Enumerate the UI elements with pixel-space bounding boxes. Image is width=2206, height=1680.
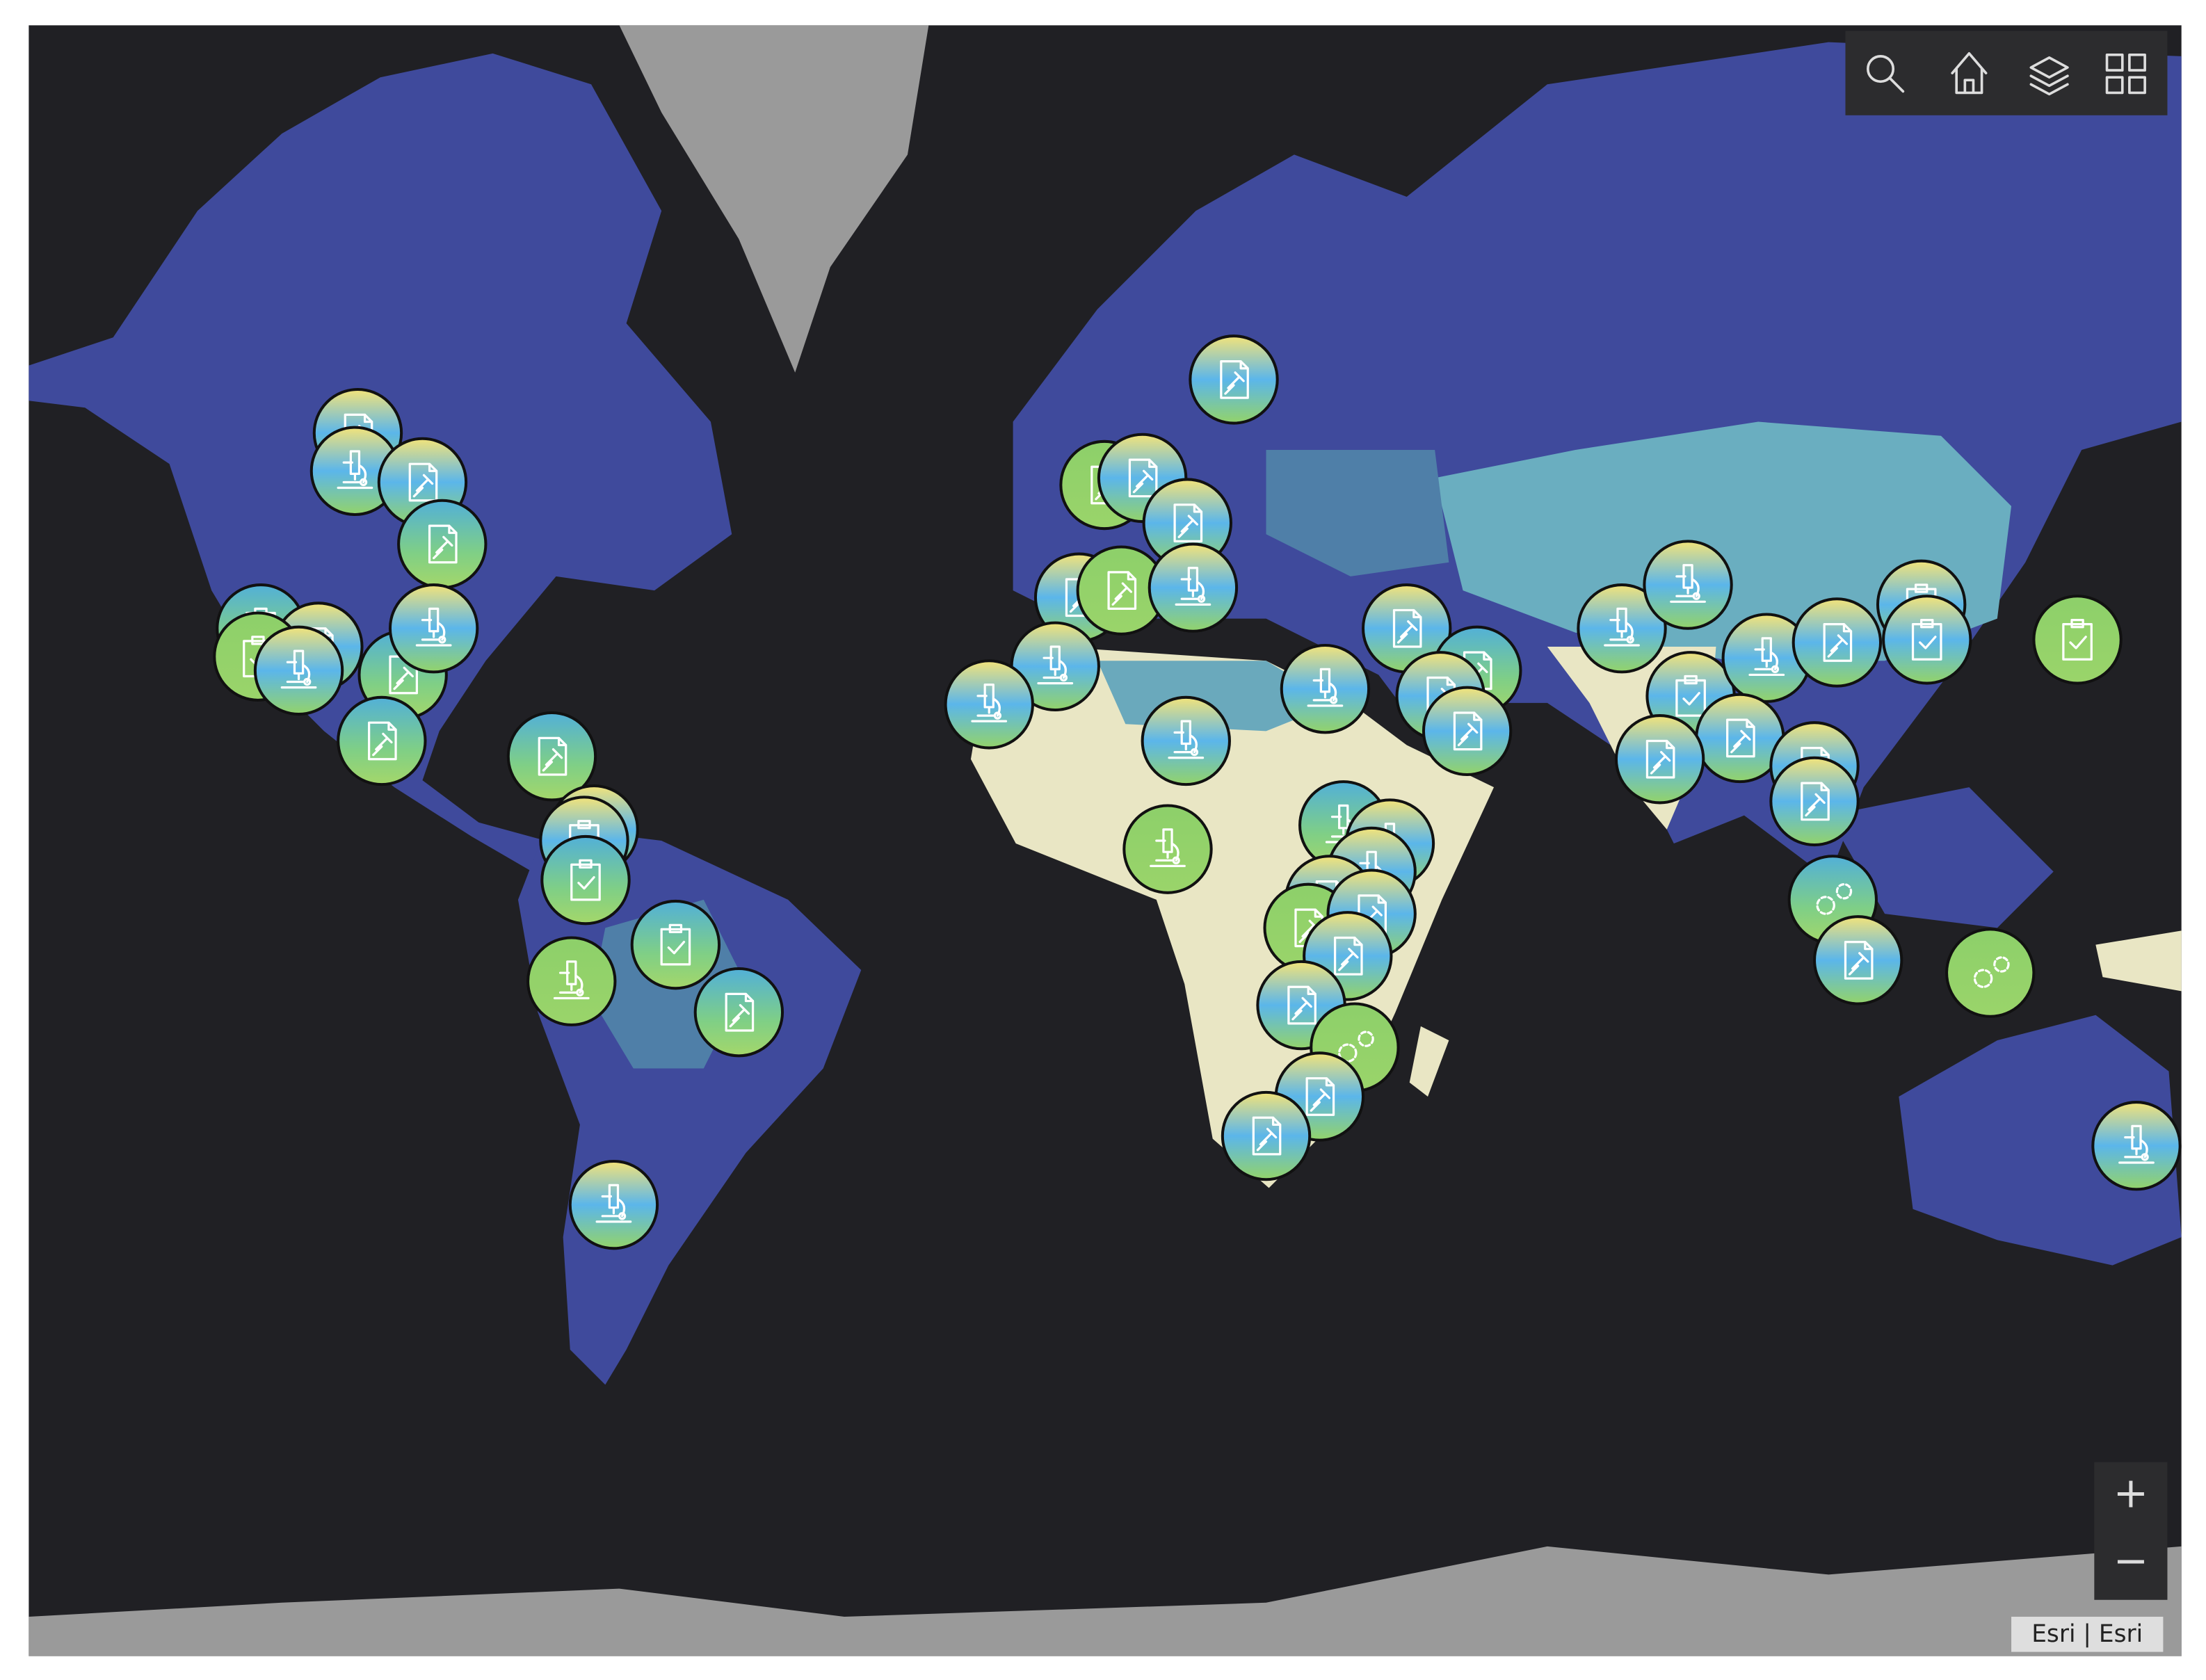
map-marker[interactable] (337, 695, 427, 786)
marker-circle (506, 711, 597, 802)
map-marker[interactable] (1792, 597, 1883, 688)
marker-circle (1221, 1090, 1312, 1181)
marker-circle (337, 695, 427, 786)
map-marker[interactable] (568, 1159, 659, 1250)
marker-circle (1141, 695, 1231, 786)
toolbar (1845, 31, 2168, 115)
map-marker[interactable] (1422, 686, 1513, 777)
map-marker[interactable] (1122, 804, 1213, 894)
map-marker[interactable] (540, 834, 631, 926)
marker-circle (1280, 643, 1371, 734)
basemap-button[interactable] (2105, 54, 2146, 95)
marker-circle (1792, 597, 1883, 688)
marker-circle (1148, 542, 1239, 633)
map-marker[interactable] (693, 967, 784, 1058)
map-marker[interactable] (1189, 334, 1279, 425)
map-marker[interactable] (526, 936, 617, 1026)
map-marker[interactable] (1577, 583, 1667, 674)
marker-circle (2032, 595, 2123, 685)
antarctica (29, 1546, 2182, 1656)
marker-circle (1577, 583, 1667, 674)
marker-circle (693, 967, 784, 1058)
search-button[interactable] (1867, 55, 1905, 93)
marker-layer (213, 334, 2182, 1250)
map-marker[interactable] (2091, 1101, 2182, 1191)
map-marker[interactable] (1221, 1090, 1312, 1181)
marker-circle (1122, 804, 1213, 894)
marker-circle (568, 1159, 659, 1250)
map-marker[interactable] (1614, 714, 1705, 805)
madagascar (1409, 1026, 1449, 1097)
map-marker[interactable] (253, 625, 344, 716)
new-guinea (2095, 930, 2182, 992)
marker-circle (1614, 714, 1705, 805)
map-marker[interactable] (1148, 542, 1239, 633)
zoom-out[interactable]: − (2113, 1537, 2148, 1585)
map-marker[interactable] (1945, 928, 2036, 1018)
attribution: Esri | Esri (2031, 1620, 2143, 1648)
marker-circle (397, 499, 488, 590)
marker-circle (540, 834, 631, 926)
map-marker[interactable] (2032, 595, 2123, 685)
map-marker[interactable] (1882, 595, 1972, 685)
map-marker[interactable] (388, 583, 479, 674)
map-marker[interactable] (630, 899, 721, 990)
home-button[interactable] (1951, 52, 1988, 95)
zoom-control (2094, 1462, 2168, 1600)
map-marker[interactable] (944, 659, 1034, 750)
marker-circle (630, 899, 721, 990)
region-shade (1435, 421, 2012, 661)
map-marker[interactable] (1769, 756, 1860, 847)
map-marker[interactable] (1141, 695, 1231, 786)
map-marker[interactable] (1812, 915, 1903, 1005)
southeast-asia (1828, 787, 2054, 928)
marker-circle (1769, 756, 1860, 847)
map-marker[interactable] (506, 711, 597, 802)
marker-circle (253, 625, 344, 716)
marker-circle (1422, 686, 1513, 777)
australia (1899, 1015, 2182, 1266)
marker-circle (1882, 595, 1972, 685)
marker-circle (388, 583, 479, 674)
marker-circle (1643, 540, 1733, 630)
marker-circle (944, 659, 1034, 750)
map-marker[interactable] (1643, 540, 1733, 630)
map-marker[interactable] (1280, 643, 1371, 734)
marker-circle (1189, 334, 1279, 425)
marker-circle (526, 936, 617, 1026)
map-marker[interactable] (397, 499, 488, 590)
greenland (619, 25, 929, 373)
zoom-in[interactable]: + (2113, 1469, 2148, 1518)
region-shade (1266, 449, 1449, 576)
marker-circle (2091, 1101, 2182, 1191)
layers-button[interactable] (2029, 56, 2069, 96)
marker-circle (1812, 915, 1903, 1005)
attribution-box (2011, 1617, 2164, 1652)
